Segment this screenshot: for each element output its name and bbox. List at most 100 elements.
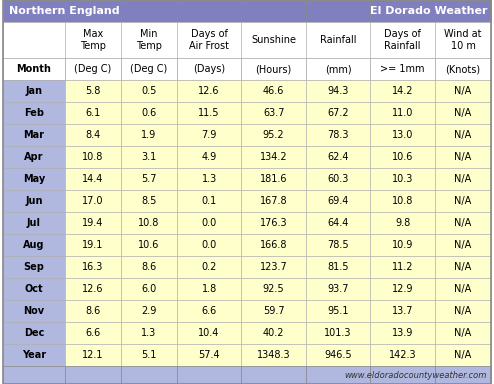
Text: Northern England: Northern England (9, 6, 120, 16)
Text: >= 1mm: >= 1mm (380, 64, 425, 74)
Text: Min
Temp: Min Temp (136, 29, 162, 51)
Text: 9.8: 9.8 (395, 218, 411, 228)
Bar (65, 300, 121, 322)
Bar (121, 256, 177, 278)
Text: 59.7: 59.7 (263, 306, 285, 316)
Text: Rainfall: Rainfall (320, 35, 356, 45)
Bar (121, 300, 177, 322)
Bar (370, 278, 435, 300)
Bar (121, 0, 177, 22)
Bar (177, 80, 242, 102)
Text: 8.5: 8.5 (141, 196, 157, 206)
Bar (242, 278, 306, 300)
Text: 10.8: 10.8 (138, 218, 160, 228)
Bar (435, 0, 491, 22)
Bar (370, 146, 435, 168)
Bar (121, 278, 177, 300)
Text: 5.1: 5.1 (141, 350, 157, 360)
Text: 12.6: 12.6 (82, 284, 104, 294)
Bar (121, 212, 177, 234)
Bar (435, 300, 491, 322)
Text: 94.3: 94.3 (328, 86, 349, 96)
Bar (3, 146, 65, 168)
Text: 0.6: 0.6 (141, 108, 157, 118)
Bar (65, 0, 121, 22)
Text: Jul: Jul (27, 218, 41, 228)
Text: 92.5: 92.5 (263, 284, 285, 294)
Bar (370, 344, 435, 366)
Bar (65, 278, 121, 300)
Bar (435, 190, 491, 212)
Bar (306, 124, 370, 146)
Text: Max
Temp: Max Temp (80, 29, 106, 51)
Bar (435, 234, 491, 256)
Bar (306, 322, 370, 344)
Bar (177, 300, 242, 322)
Text: 13.0: 13.0 (392, 130, 413, 140)
Text: 7.9: 7.9 (202, 130, 217, 140)
Text: 40.2: 40.2 (263, 328, 285, 338)
Bar (121, 190, 177, 212)
Bar (3, 124, 65, 146)
Text: 14.4: 14.4 (82, 174, 103, 184)
Bar (3, 58, 65, 80)
Text: 167.8: 167.8 (260, 196, 288, 206)
Text: N/A: N/A (454, 130, 472, 140)
Text: 4.9: 4.9 (202, 152, 217, 162)
Bar (370, 300, 435, 322)
Bar (65, 234, 121, 256)
Bar (3, 0, 65, 22)
Bar (306, 80, 370, 102)
Text: Jan: Jan (25, 86, 42, 96)
Text: 11.0: 11.0 (392, 108, 413, 118)
Bar (3, 168, 65, 190)
Bar (65, 256, 121, 278)
Text: Wind at
10 m: Wind at 10 m (444, 29, 482, 51)
Text: 134.2: 134.2 (260, 152, 288, 162)
Bar (121, 168, 177, 190)
Bar (435, 146, 491, 168)
Text: 6.6: 6.6 (202, 306, 217, 316)
Text: Month: Month (16, 64, 51, 74)
Bar (370, 190, 435, 212)
Bar (65, 322, 121, 344)
Bar (242, 102, 306, 124)
Text: Sunshine: Sunshine (251, 35, 296, 45)
Bar (242, 0, 306, 22)
Text: 64.4: 64.4 (328, 218, 349, 228)
Text: 11.5: 11.5 (199, 108, 220, 118)
Text: N/A: N/A (454, 218, 472, 228)
Text: 8.4: 8.4 (85, 130, 100, 140)
Bar (306, 212, 370, 234)
Text: Dec: Dec (24, 328, 44, 338)
Bar (65, 58, 121, 80)
Bar (65, 366, 121, 384)
Text: Days of
Air Frost: Days of Air Frost (189, 29, 229, 51)
Text: 69.4: 69.4 (328, 196, 349, 206)
Text: 57.4: 57.4 (198, 350, 220, 360)
Bar (370, 102, 435, 124)
Bar (306, 0, 370, 22)
Bar (306, 22, 370, 58)
Text: 78.3: 78.3 (328, 130, 349, 140)
Text: N/A: N/A (454, 350, 472, 360)
Text: N/A: N/A (454, 262, 472, 272)
Text: (Hours): (Hours) (255, 64, 292, 74)
Text: Oct: Oct (25, 284, 43, 294)
Text: 0.1: 0.1 (202, 196, 217, 206)
Text: 8.6: 8.6 (141, 262, 157, 272)
Bar (177, 278, 242, 300)
Text: 11.2: 11.2 (392, 262, 413, 272)
Text: 181.6: 181.6 (260, 174, 288, 184)
Text: 67.2: 67.2 (328, 108, 349, 118)
Bar (65, 146, 121, 168)
Text: 10.6: 10.6 (392, 152, 413, 162)
Text: Nov: Nov (23, 306, 44, 316)
Text: 13.9: 13.9 (392, 328, 413, 338)
Bar (65, 124, 121, 146)
Text: 12.1: 12.1 (82, 350, 104, 360)
Bar (242, 58, 306, 80)
Bar (435, 102, 491, 124)
Text: 63.7: 63.7 (263, 108, 285, 118)
Text: (Days): (Days) (193, 64, 225, 74)
